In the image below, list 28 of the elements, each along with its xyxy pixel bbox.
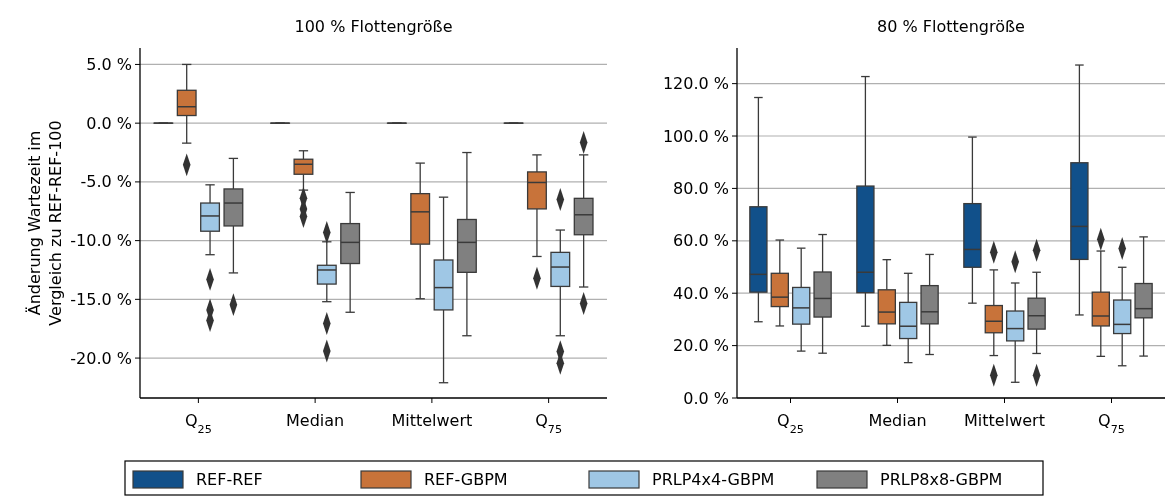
y-tick-label: 60.0 % <box>673 231 729 251</box>
legend-label: PRLP8x8-GBPM <box>880 469 1003 489</box>
y-tick-label: 40.0 % <box>673 283 729 303</box>
legend-label: PRLP4x4-GBPM <box>652 469 775 489</box>
y-tick-label: 0.0 % <box>86 113 132 133</box>
y-tick-label: -20.0 % <box>70 348 132 368</box>
legend-label: REF-REF <box>196 469 263 489</box>
y-tick-label: -5.0 % <box>80 172 132 192</box>
x-tick-label: Median <box>286 411 345 430</box>
y-tick-label: 80.0 % <box>673 179 729 199</box>
chart-title: 100 % Flottengröße <box>294 17 453 36</box>
x-tick-label: Mittelwert <box>964 411 1045 430</box>
x-tick-label: Q$_{25}$ <box>184 411 212 436</box>
y-tick-label: 100.0 % <box>662 126 729 146</box>
y-tick-label: 20.0 % <box>673 336 729 356</box>
y-tick-label: -10.0 % <box>70 231 132 251</box>
chart-title: 80 % Flottengröße <box>877 17 1025 36</box>
y-axis-title: Änderung Wartezeit im Vergleich zu REF-REF-100 <box>25 120 65 326</box>
x-tick-label: Q$_{25}$ <box>777 411 804 436</box>
x-tick-label: Mittelwert <box>391 411 473 430</box>
x-tick-label: Q$_{75}$ <box>1098 411 1125 436</box>
y-tick-label: 0.0 % <box>683 388 729 408</box>
y-tick-label: 5.0 % <box>86 55 132 75</box>
legend-label: REF-GBPM <box>424 469 508 489</box>
y-tick-label: -15.0 % <box>70 289 132 309</box>
x-tick-label: Q$_{75}$ <box>535 411 563 436</box>
y-tick-label: 120.0 % <box>662 74 729 94</box>
x-tick-label: Median <box>868 411 927 430</box>
